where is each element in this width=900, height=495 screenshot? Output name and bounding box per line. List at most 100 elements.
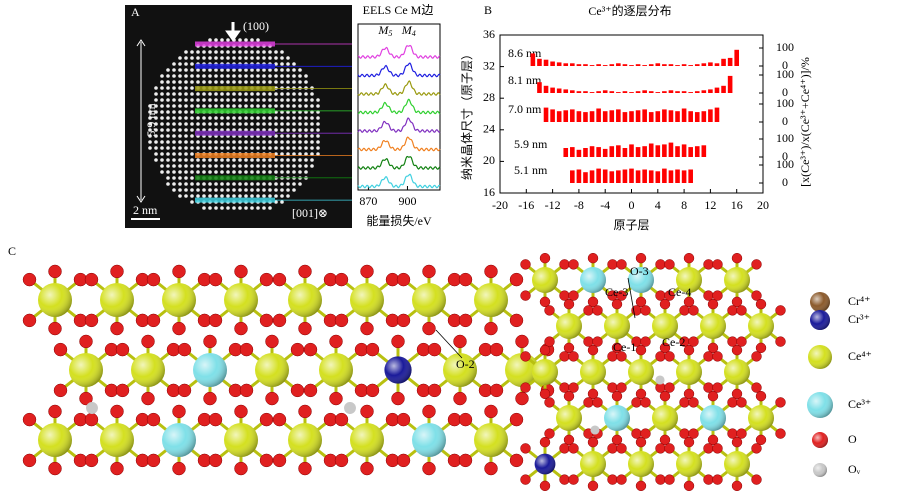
bar	[589, 92, 595, 93]
oxygen	[664, 474, 675, 485]
oxygen	[587, 296, 599, 308]
oxygen	[234, 404, 248, 419]
atom-column	[250, 122, 254, 126]
oxygen	[458, 453, 473, 468]
atom-column	[238, 122, 242, 126]
atom-label: Ce-1	[613, 340, 636, 354]
atom-column	[238, 140, 242, 144]
bar	[556, 88, 562, 93]
atom-column	[226, 146, 230, 150]
structures: C O-2 O-3Ce-3 Ce-4 Ce-1 Ce-2 Cr⁴⁺ Cr³⁺ Ce⁴⁺ Ce³⁺ O…	[8, 244, 872, 492]
cation-shade	[580, 267, 606, 293]
y-tick-label: 24	[483, 122, 495, 136]
atom-column	[172, 128, 176, 132]
bar	[616, 92, 621, 93]
atom-column	[268, 188, 272, 192]
oxygen	[53, 383, 68, 398]
atom-column	[244, 140, 248, 144]
atom-column	[310, 128, 314, 132]
atom-column	[220, 68, 224, 72]
atom-column	[184, 146, 188, 150]
atom-label: Ce-3	[605, 285, 628, 299]
oxygen	[568, 351, 579, 362]
oxygen	[592, 397, 603, 408]
cation-shade	[288, 423, 322, 457]
atom-column	[178, 80, 182, 84]
atom-column	[262, 104, 266, 108]
atom-column	[238, 74, 242, 78]
oxygen	[22, 412, 37, 427]
atom-column	[292, 170, 296, 174]
oxygen	[640, 397, 651, 408]
atom-column	[178, 122, 182, 126]
bar	[543, 85, 549, 93]
oxygen	[298, 321, 312, 336]
atom-column	[298, 80, 302, 84]
atom-column	[244, 38, 248, 42]
oxygen	[712, 351, 723, 362]
atom-column	[310, 98, 314, 102]
cation-shade	[652, 313, 678, 339]
oxygen	[640, 428, 651, 439]
atom-column	[280, 194, 284, 198]
oxygen	[727, 397, 738, 408]
oxygen	[607, 382, 618, 393]
atom-column	[214, 50, 218, 54]
atom-column	[316, 152, 320, 156]
atom-column	[292, 68, 296, 72]
atom-column	[184, 86, 188, 90]
oxygen	[172, 321, 186, 336]
oxygen	[84, 453, 99, 468]
oxygen	[640, 336, 651, 347]
oxygen	[679, 397, 690, 408]
atom-column	[256, 194, 260, 198]
spectrum	[357, 98, 441, 115]
atom-column	[160, 74, 164, 78]
atom-column	[226, 92, 230, 96]
cation-shade	[443, 353, 477, 387]
atom-column	[250, 164, 254, 168]
atom-column	[208, 146, 212, 150]
legend-label: Cr⁴⁺	[848, 294, 871, 308]
oxygen	[563, 342, 575, 354]
atom-column	[262, 80, 266, 84]
atom-column	[292, 80, 296, 84]
atom-column	[238, 50, 242, 54]
oxygen	[731, 388, 743, 400]
atom-column	[214, 158, 218, 162]
oxygen	[559, 290, 570, 301]
y2-tick-label: 100	[776, 96, 794, 110]
legend-shade	[813, 463, 827, 477]
atom-column	[196, 116, 200, 120]
legend-shade	[810, 310, 830, 330]
atom-column	[220, 50, 224, 54]
oxygen	[683, 296, 695, 308]
bar	[708, 109, 713, 122]
spectrum	[357, 44, 441, 59]
atom-column	[274, 188, 278, 192]
bar	[648, 112, 654, 122]
atom-column	[292, 152, 296, 156]
peak-sub: 5	[388, 29, 392, 38]
bar	[576, 169, 582, 183]
oxygen	[208, 272, 223, 287]
oxygen	[396, 412, 411, 427]
atom-column	[286, 128, 290, 132]
atom-column	[244, 98, 248, 102]
atom-column	[226, 56, 230, 60]
atom-column	[154, 110, 158, 114]
atom-column	[190, 176, 194, 180]
atom-column	[208, 80, 212, 84]
series-label: 7.0 nm	[508, 102, 542, 116]
atom-column	[232, 122, 236, 126]
atom-column	[160, 128, 164, 132]
atom-column	[286, 116, 290, 120]
bar	[688, 147, 693, 157]
cation-shade	[724, 451, 750, 477]
oxygen	[509, 272, 524, 287]
atom-column	[220, 140, 224, 144]
atom-column	[268, 74, 272, 78]
panel-label: B	[484, 3, 492, 17]
atom-column	[214, 164, 218, 168]
